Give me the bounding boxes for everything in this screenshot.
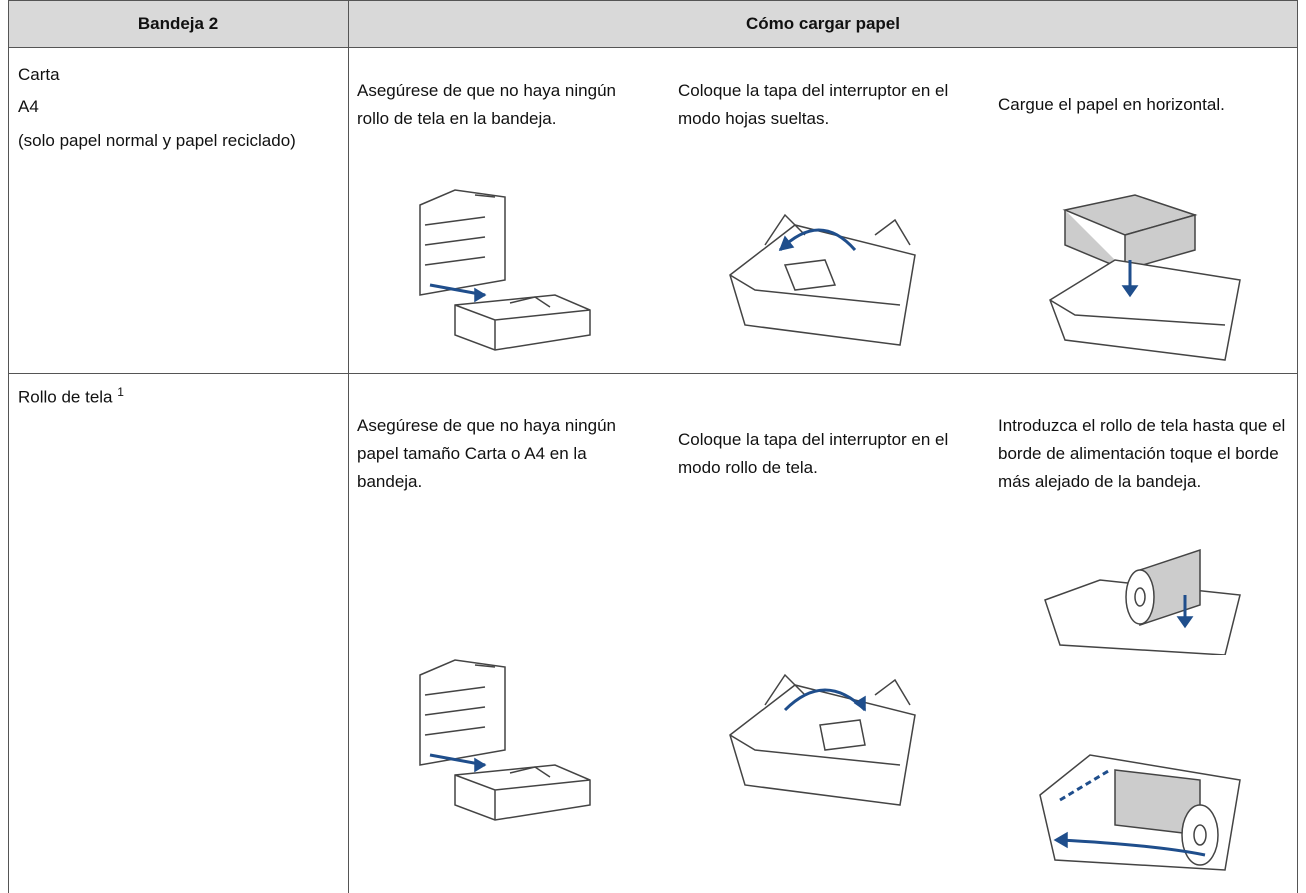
step-text: Coloque la tapa del interruptor en el mo…	[678, 430, 949, 477]
header-cell: Bandeja 2	[8, 0, 348, 47]
step-text: Cargue el papel en horizontal.	[998, 63, 1288, 147]
step-text: Introduzca el rollo de tela hasta que el…	[998, 384, 1288, 524]
border	[8, 0, 9, 893]
step-text: Asegúrese de que no haya ningún rollo de…	[357, 81, 616, 128]
illustration	[1039, 754, 1241, 871]
step-text: Asegúrese de que no haya ningún rollo de…	[357, 63, 647, 147]
illustration	[419, 659, 591, 821]
header-cell: Cómo cargar papel	[348, 0, 1298, 47]
step-text: Coloque la tapa del interruptor en el mo…	[678, 384, 968, 524]
border	[8, 47, 1298, 48]
illustration	[419, 189, 591, 351]
illustration	[729, 213, 916, 346]
border	[8, 373, 1298, 374]
step-text: Asegúrese de que no haya ningún papel ta…	[357, 384, 647, 524]
border	[1297, 0, 1298, 893]
illustration	[729, 673, 916, 806]
cell-text: (solo papel normal y papel reciclado)	[18, 131, 296, 150]
footnote-ref: 1	[117, 385, 124, 399]
step-text: Coloque la tapa del interruptor en el mo…	[678, 81, 949, 128]
cell-text: Rollo de tela	[18, 387, 113, 407]
step-text: Asegúrese de que no haya ningún papel ta…	[357, 416, 616, 491]
illustration	[1049, 194, 1241, 361]
cell-text: A4	[18, 97, 39, 116]
step-text: Cargue el papel en horizontal.	[998, 95, 1225, 114]
step-text: Introduzca el rollo de tela hasta que el…	[998, 416, 1286, 491]
border	[348, 0, 349, 893]
cell-text: Carta	[18, 65, 60, 84]
border	[8, 0, 1298, 1]
cell-text: Rollo de tela 1	[18, 380, 318, 410]
illustration	[1044, 548, 1241, 655]
step-text: Coloque la tapa del interruptor en el mo…	[678, 63, 968, 147]
